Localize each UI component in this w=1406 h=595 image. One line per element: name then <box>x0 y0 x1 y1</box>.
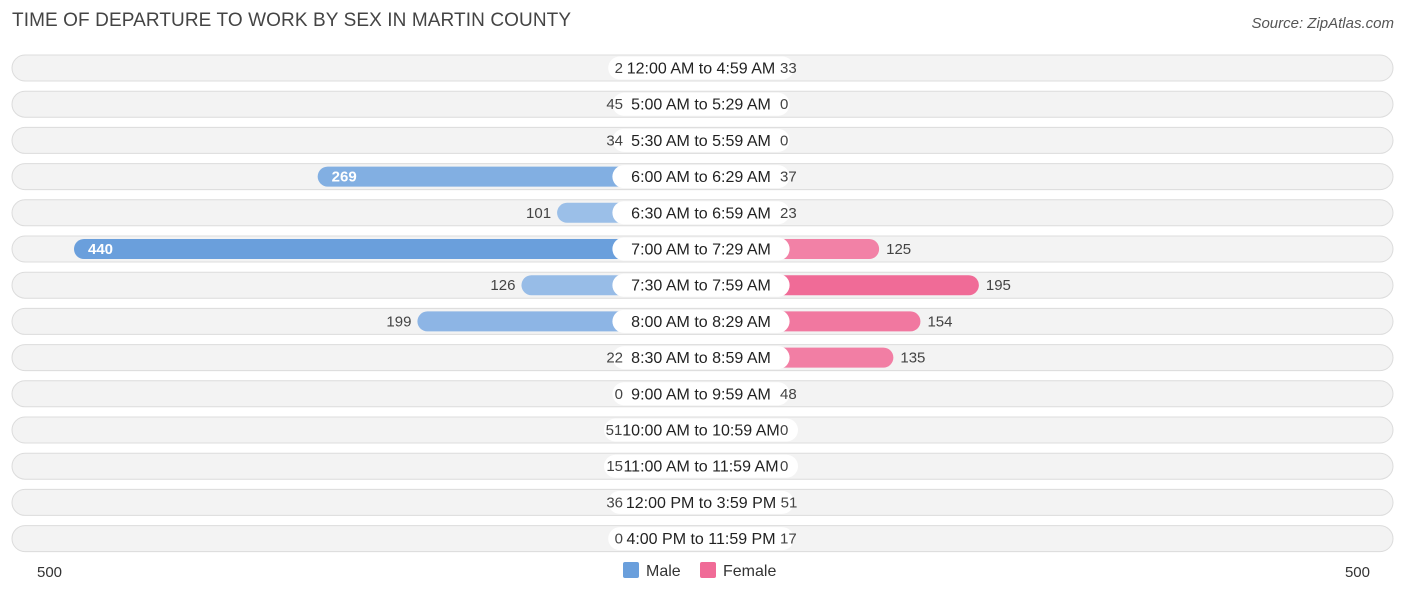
category-label: 8:00 AM to 8:29 AM <box>631 314 771 331</box>
male-value-label: 2 <box>615 60 623 77</box>
chart-title: TIME OF DEPARTURE TO WORK BY SEX IN MART… <box>12 10 572 31</box>
category-label: 11:00 AM to 11:59 AM <box>623 459 778 476</box>
male-value-label: 45 <box>606 96 623 113</box>
category-label: 7:30 AM to 7:59 AM <box>631 278 771 295</box>
male-value-label: 0 <box>615 386 623 403</box>
male-value-label: 34 <box>606 132 623 149</box>
male-value-label: 0 <box>615 531 623 548</box>
category-pill <box>612 92 790 116</box>
category-label: 9:00 AM to 9:59 AM <box>631 386 771 403</box>
chart-row: 5:00 AM to 5:29 AM 45 0 <box>11 90 1394 118</box>
male-value-label: 101 <box>526 205 551 222</box>
chart-row: 6:00 AM to 6:29 AM 269 37 <box>11 163 1394 191</box>
female-value-label: 17 <box>780 531 797 548</box>
female-value-label: 0 <box>780 132 788 149</box>
female-value-label: 51 <box>781 494 798 511</box>
category-label: 5:30 AM to 5:59 AM <box>631 133 771 150</box>
category-pill <box>608 56 794 80</box>
category-label: 10:00 AM to 10:59 AM <box>622 423 779 440</box>
category-pill <box>612 382 790 406</box>
source-label: Source: ZipAtlas.com <box>1251 15 1394 32</box>
female-value-label: 23 <box>780 205 797 222</box>
chart-row: 12:00 AM to 4:59 AM2 33 <box>11 54 1394 82</box>
category-label: 4:00 PM to 11:59 PM <box>626 531 775 548</box>
male-value-label: 199 <box>386 313 411 330</box>
female-value-label: 33 <box>780 60 797 77</box>
female-value-label: 37 <box>780 169 797 186</box>
chart-row: 7:00 AM to 7:29 AM 440 125 <box>11 235 1394 263</box>
category-pill <box>604 418 798 442</box>
female-value-label: 154 <box>927 313 952 330</box>
category-label: 6:00 AM to 6:29 AM <box>631 169 771 186</box>
legend-swatch-male <box>623 562 639 578</box>
chart-row: 6:30 AM to 6:59 AM 101 23 <box>11 199 1394 227</box>
male-value-label: 36 <box>606 494 623 511</box>
chart-row: 7:30 AM to 7:59 AM 126 195 <box>11 271 1394 299</box>
male-value-label: 22 <box>606 350 623 367</box>
female-value-label: 48 <box>780 386 797 403</box>
axis-left-label: 500 <box>37 564 62 581</box>
legend-label-male: Male <box>646 563 681 580</box>
category-pill <box>612 237 790 261</box>
chart-row: 4:00 PM to 11:59 PM0 17 <box>11 525 1394 553</box>
male-value-label: 269 <box>332 169 357 186</box>
legend-label-female: Female <box>723 563 776 580</box>
male-value-label: 51 <box>606 422 623 439</box>
category-pill <box>612 128 790 152</box>
category-pill <box>612 165 790 189</box>
male-value-label: 15 <box>606 458 623 475</box>
chart-row: 8:00 AM to 8:29 AM 199 154 <box>11 307 1394 335</box>
male-value-label: 126 <box>490 277 515 294</box>
chart-row: 9:00 AM to 9:59 AM 0 48 <box>11 380 1394 408</box>
category-pill <box>612 346 790 370</box>
category-label: 5:00 AM to 5:29 AM <box>631 97 771 114</box>
category-pill <box>612 273 790 297</box>
legend-swatch-female <box>700 562 716 578</box>
axis-right-label: 500 <box>1345 564 1370 581</box>
category-pill <box>612 201 790 225</box>
female-value-label: 135 <box>900 350 925 367</box>
category-label: 12:00 AM to 4:59 AM <box>627 61 776 78</box>
category-label: 8:30 AM to 8:59 AM <box>631 350 771 367</box>
category-pill <box>608 490 794 514</box>
female-value-label: 125 <box>886 241 911 258</box>
chart-row: 8:30 AM to 8:59 AM 22 135 <box>11 344 1394 372</box>
chart-row: 5:30 AM to 5:59 AM 34 0 <box>11 126 1394 154</box>
female-value-label: 195 <box>986 277 1011 294</box>
category-pill <box>604 454 798 478</box>
category-pill <box>612 309 790 333</box>
male-value-label: 440 <box>88 241 113 258</box>
female-value-label: 0 <box>780 422 788 439</box>
female-value-label: 0 <box>780 96 788 113</box>
category-label: 6:30 AM to 6:59 AM <box>631 205 771 222</box>
bar-male <box>317 166 701 187</box>
category-label: 7:00 AM to 7:29 AM <box>631 242 771 259</box>
category-pill <box>608 527 794 551</box>
female-value-label: 0 <box>780 458 788 475</box>
category-label: 12:00 PM to 3:59 PM <box>626 495 776 512</box>
bar-male <box>74 239 701 259</box>
